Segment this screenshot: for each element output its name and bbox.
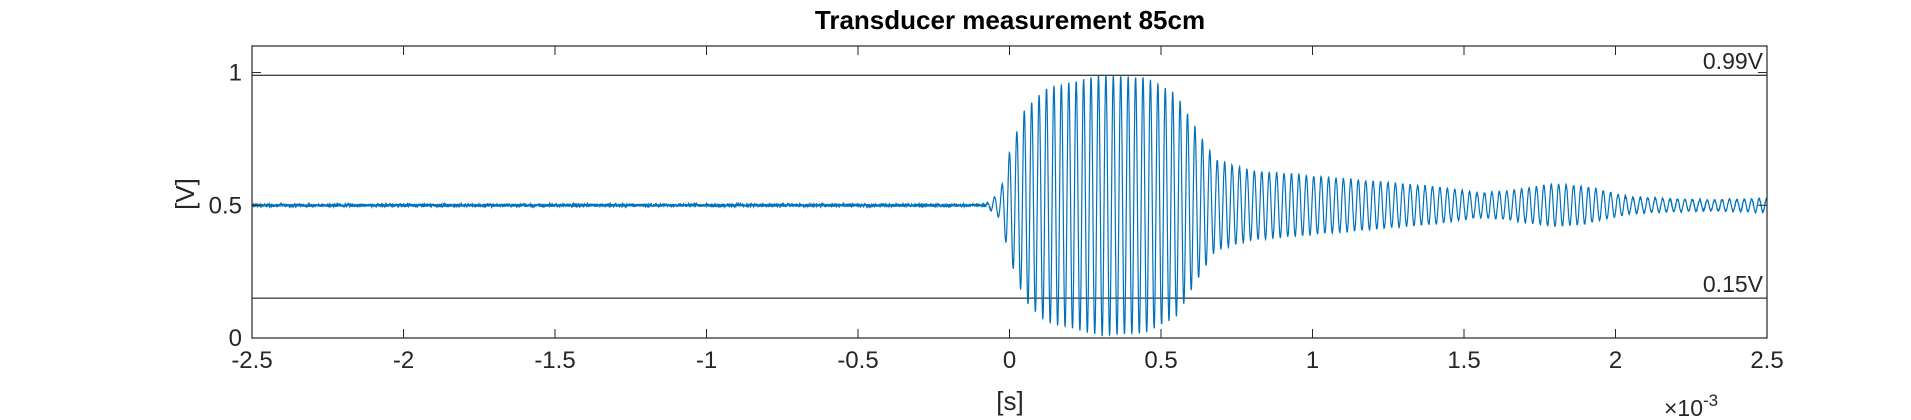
y-tick-label: 0 bbox=[229, 325, 242, 352]
x-tick-label: -2.5 bbox=[231, 347, 272, 374]
x-tick-label: 1 bbox=[1306, 347, 1319, 374]
x-tick-label: -0.5 bbox=[837, 347, 878, 374]
x-tick-label: 0 bbox=[1003, 347, 1016, 374]
chart-title: Transducer measurement 85cm bbox=[815, 5, 1205, 35]
y-axis-ticks: 00.51 bbox=[209, 60, 1767, 352]
svg-text:×10-3: ×10-3 bbox=[1664, 391, 1718, 420]
x-tick-label: -1.5 bbox=[534, 347, 575, 374]
x-tick-label: -1 bbox=[696, 347, 717, 374]
reference-lines: 0.99V 0.15V bbox=[252, 48, 1767, 299]
y-tick-label: 0.5 bbox=[209, 192, 242, 219]
x-tick-label: 2 bbox=[1609, 347, 1622, 374]
reference-line-label-1: 0.15V bbox=[1703, 271, 1764, 297]
x-exponent-base: ×10 bbox=[1664, 395, 1703, 420]
x-tick-label: 0.5 bbox=[1144, 347, 1177, 374]
y-tick-label: 1 bbox=[229, 60, 242, 87]
y-axis-label: [V] bbox=[170, 178, 200, 210]
x-tick-label: 2.5 bbox=[1750, 347, 1783, 374]
x-axis-label: [s] bbox=[996, 386, 1023, 416]
x-axis-ticks: -2.5 -2 -1.5 -1 -0.5 0 0.5 1 1.5 2 2.5 bbox=[231, 46, 1784, 374]
axes-box bbox=[251, 45, 1768, 339]
x-tick-label: -2 bbox=[393, 347, 414, 374]
signal-series-line bbox=[251, 74, 1768, 337]
x-tick-label: 1.5 bbox=[1447, 347, 1480, 374]
x-exponent-power: -3 bbox=[1703, 391, 1718, 410]
x-exponent-label: ×10-3 bbox=[1664, 391, 1718, 420]
reference-line-label-0: 0.99V bbox=[1703, 48, 1764, 74]
